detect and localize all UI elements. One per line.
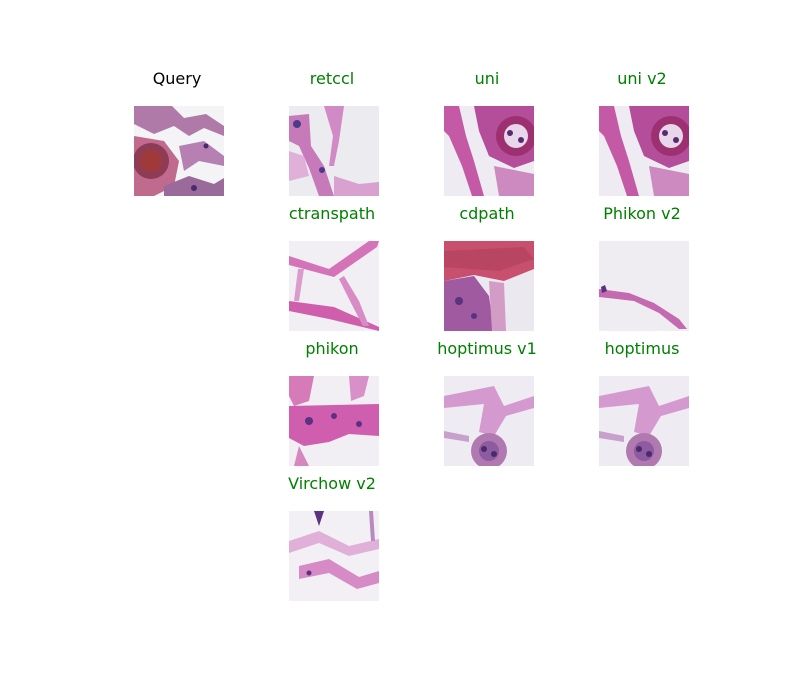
- result-image-phikon: [289, 376, 379, 466]
- result-title-retccl: retccl: [309, 69, 355, 88]
- result-title-cdpath: cdpath: [459, 204, 515, 223]
- result-image-phikon-v2: [599, 241, 689, 331]
- result-title-ctranspath: ctranspath: [288, 204, 376, 223]
- result-title-hoptimus: hoptimus: [604, 339, 680, 358]
- query-image: [134, 106, 224, 196]
- result-title-phikon-v2: Phikon v2: [603, 204, 681, 223]
- result-title-virchow-v2: Virchow v2: [288, 474, 376, 493]
- result-title-hoptimus-v1: hoptimus v1: [437, 339, 537, 358]
- query-title: Query: [152, 69, 202, 88]
- result-image-hoptimus: [599, 376, 689, 466]
- result-image-retccl: [289, 106, 379, 196]
- result-image-ctranspath: [289, 241, 379, 331]
- result-image-virchow-v2: [289, 511, 379, 601]
- result-image-cdpath: [444, 241, 534, 331]
- result-title-uni: uni: [474, 69, 500, 88]
- result-image-uni-v2: [599, 106, 689, 196]
- result-image-hoptimus-v1: [444, 376, 534, 466]
- result-image-uni: [444, 106, 534, 196]
- result-title-uni-v2: uni v2: [617, 69, 667, 88]
- result-title-phikon: phikon: [305, 339, 359, 358]
